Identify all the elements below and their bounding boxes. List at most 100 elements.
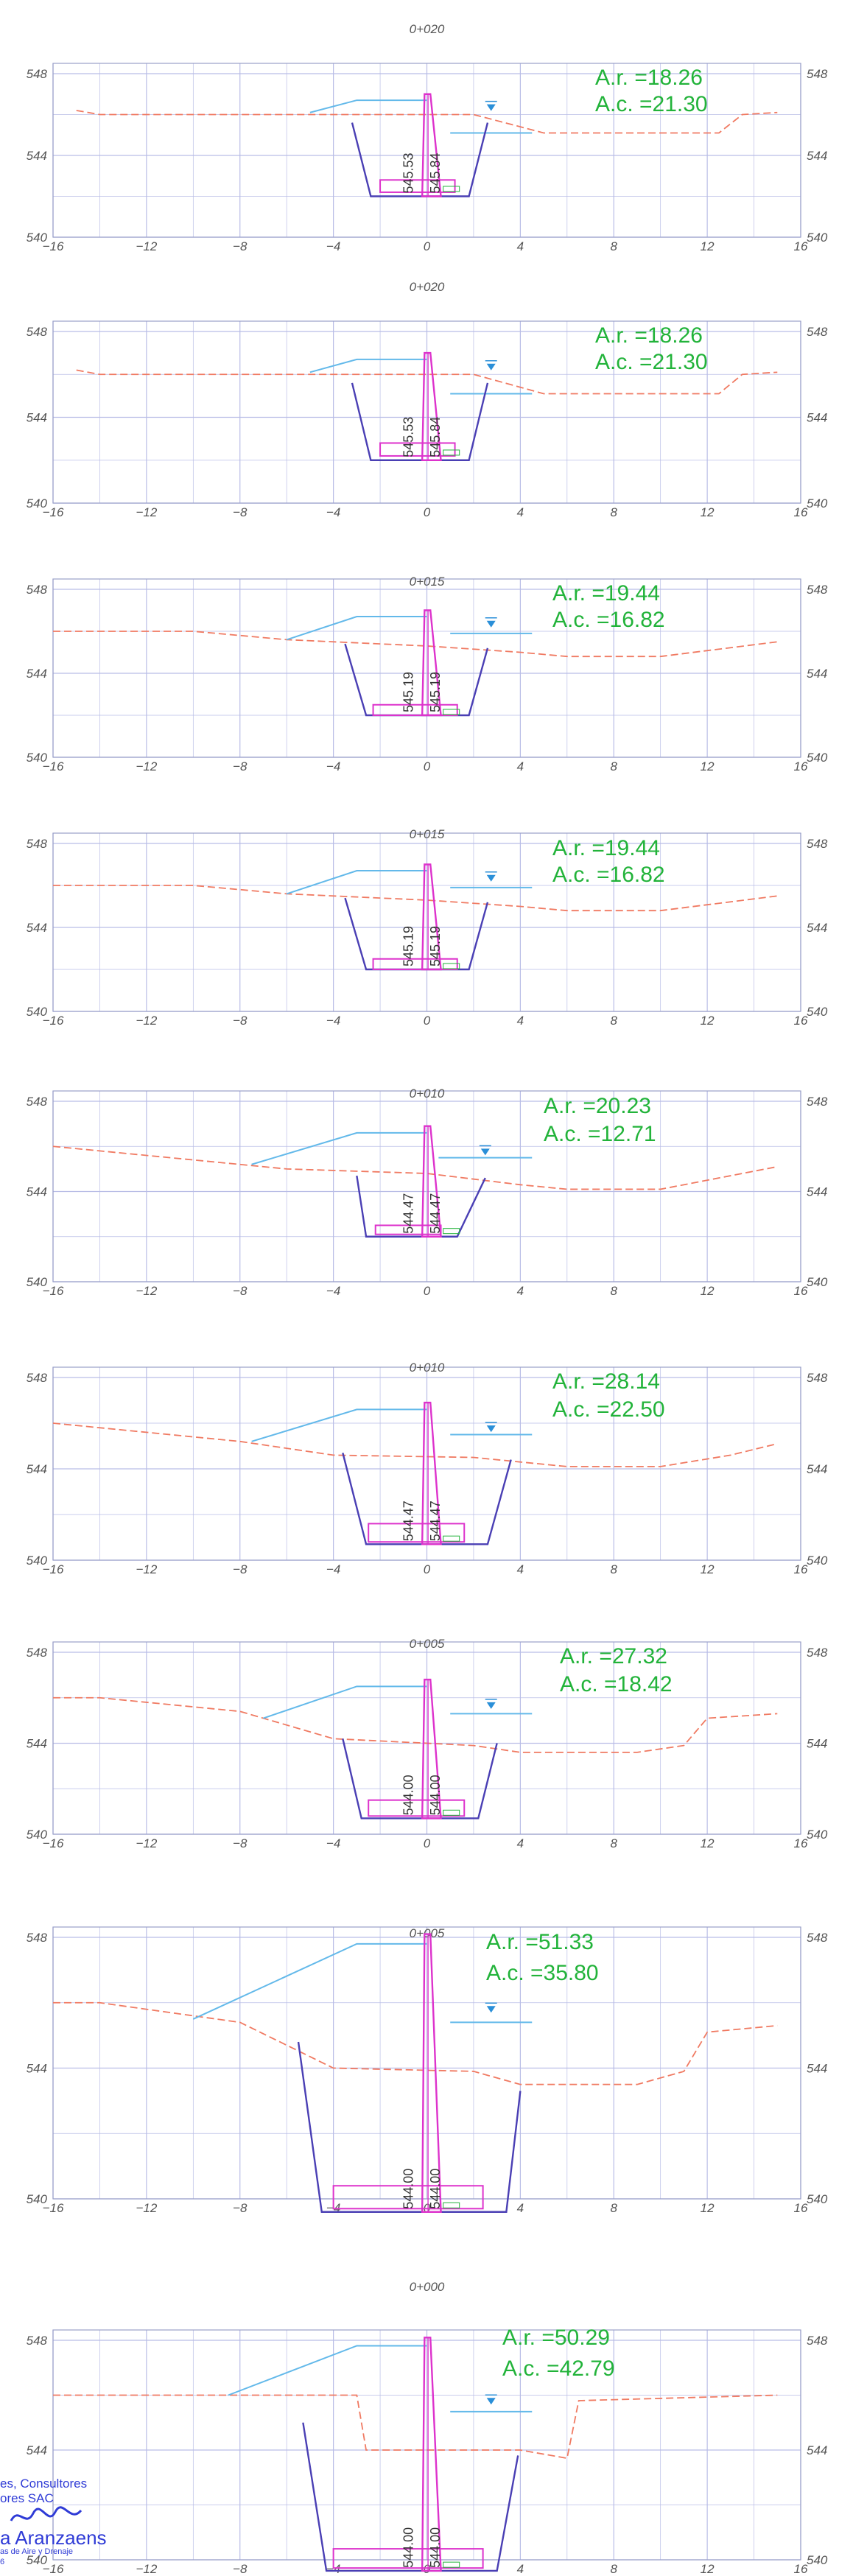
x-tick-label: −8	[233, 239, 248, 253]
y-tick-label-left: 544	[27, 149, 47, 163]
channel-section	[342, 1738, 498, 1819]
y-tick-label-right: 540	[807, 751, 828, 765]
channel-section	[302, 2422, 519, 2572]
y-tick-label-right: 548	[807, 1646, 828, 1660]
design-line	[251, 1131, 427, 1165]
y-tick-label-left: 548	[27, 67, 48, 81]
y-tick-label-right: 544	[807, 1462, 827, 1476]
x-tick-label: 0	[424, 1562, 431, 1576]
area-fill-label: A.c. =18.42	[560, 1672, 673, 1696]
x-tick-label: −4	[326, 2562, 340, 2576]
y-tick-label-left: 548	[27, 2334, 48, 2348]
x-tick-label: −12	[136, 759, 157, 773]
area-fill-label: A.c. =16.82	[552, 608, 665, 632]
x-tick-label: 16	[794, 1562, 808, 1576]
water-level-marker	[486, 874, 496, 882]
x-tick-label: −12	[136, 239, 157, 253]
terrain-line	[53, 631, 778, 658]
x-tick-label: 0	[424, 505, 431, 519]
vertical-elevation-label: 545.84	[428, 417, 443, 457]
station-title: 0+010	[410, 1087, 445, 1101]
x-tick-label: −12	[136, 1836, 157, 1850]
y-tick-label-right: 540	[807, 231, 828, 245]
x-tick-label: −16	[43, 1562, 64, 1576]
y-tick-label-left: 544	[27, 1185, 47, 1199]
y-tick-label-left: 540	[27, 1554, 48, 1568]
x-tick-label: −12	[136, 2562, 157, 2576]
y-tick-label-left: 544	[27, 411, 47, 425]
x-tick-label: −4	[326, 1284, 340, 1298]
y-tick-label-left: 548	[27, 1371, 48, 1385]
vertical-elevation-label: 544.47	[428, 1193, 443, 1234]
station-title: 0+010	[410, 1361, 445, 1375]
area-cut-label: A.r. =19.44	[552, 581, 660, 606]
small-tag	[443, 449, 460, 456]
y-tick-label-right: 548	[807, 1095, 828, 1109]
x-tick-label: 0	[424, 1014, 431, 1028]
box-structure	[372, 958, 458, 970]
x-tick-label: 16	[794, 1014, 808, 1028]
x-tick-label: −4	[326, 239, 340, 253]
vertical-elevation-label: 544.00	[401, 2169, 415, 2209]
y-tick-label-left: 544	[27, 1737, 47, 1751]
y-tick-label-left: 540	[27, 2553, 48, 2567]
vertical-elevation-label: 545.19	[428, 672, 443, 712]
x-tick-label: 8	[611, 1014, 618, 1028]
small-tag	[443, 1535, 460, 1542]
y-tick-label-right: 548	[807, 325, 828, 339]
section-frame	[52, 2329, 801, 2561]
x-tick-label: 8	[611, 1284, 618, 1298]
y-tick-label-left: 548	[27, 583, 48, 597]
vertical-elevation-label: 545.19	[401, 672, 415, 712]
vertical-elevation-label: 544.00	[401, 1775, 415, 1815]
x-tick-label: 12	[701, 1562, 715, 1576]
area-fill-label: A.c. =12.71	[544, 1122, 656, 1146]
y-tick-label-left: 540	[27, 1828, 48, 1842]
water-level-marker	[486, 363, 496, 371]
box-structure	[372, 703, 458, 716]
x-tick-label: 4	[517, 1284, 524, 1298]
x-tick-label: −12	[136, 1014, 157, 1028]
y-tick-label-left: 540	[27, 496, 48, 510]
x-tick-label: −16	[43, 1284, 64, 1298]
x-tick-label: −12	[136, 505, 157, 519]
x-tick-label: 0	[424, 2562, 431, 2576]
x-tick-label: 8	[611, 505, 618, 519]
x-tick-label: 8	[611, 2201, 618, 2215]
x-tick-label: −16	[43, 2562, 64, 2576]
y-tick-label-right: 544	[807, 1185, 827, 1199]
area-cut-label: A.r. =51.33	[486, 1930, 594, 1954]
y-tick-label-left: 548	[27, 1931, 48, 1945]
y-tick-label-right: 548	[807, 837, 828, 851]
stamp-line-3: a Aranzaens	[0, 2527, 107, 2549]
signature-mark	[10, 2506, 83, 2521]
x-tick-label: −16	[43, 239, 64, 253]
y-tick-label-left: 548	[27, 1095, 48, 1109]
channel-section	[351, 122, 489, 197]
design-line	[309, 99, 427, 113]
design-line	[228, 2345, 427, 2396]
y-tick-label-right: 548	[807, 67, 828, 81]
x-tick-label: −8	[233, 2562, 248, 2576]
y-tick-label-left: 540	[27, 1275, 48, 1289]
x-tick-label: −12	[136, 2201, 157, 2215]
x-tick-label: −8	[233, 759, 248, 773]
section-frame	[52, 63, 801, 238]
vertical-elevation-label: 545.53	[401, 417, 415, 457]
x-tick-label: −4	[326, 759, 340, 773]
area-cut-label: A.r. =18.26	[595, 323, 703, 348]
box-structure	[368, 1523, 466, 1543]
x-tick-label: −16	[43, 1014, 64, 1028]
channel-section	[351, 382, 489, 461]
y-tick-label-right: 544	[807, 149, 827, 163]
y-tick-label-right: 548	[807, 1371, 828, 1385]
y-tick-label-left: 540	[27, 1005, 48, 1019]
y-tick-label-right: 548	[807, 1931, 828, 1945]
x-tick-label: −16	[43, 2201, 64, 2215]
terrain-line	[76, 110, 778, 134]
area-fill-label: A.c. =42.79	[502, 2356, 615, 2381]
